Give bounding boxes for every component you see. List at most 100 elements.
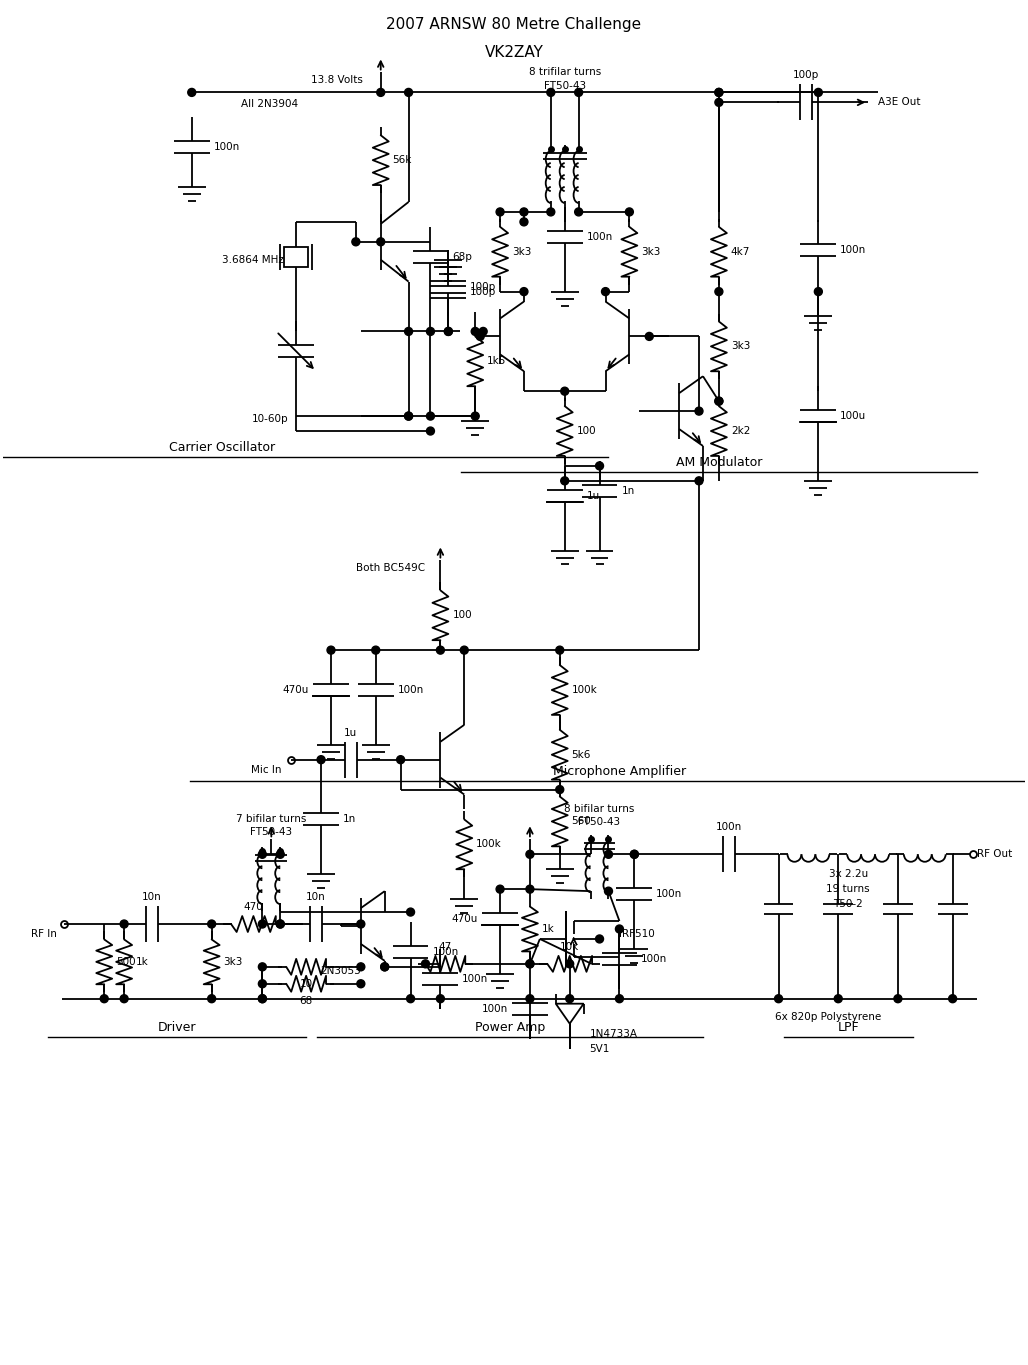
- Circle shape: [595, 935, 603, 943]
- Circle shape: [565, 960, 574, 968]
- Text: 470u: 470u: [283, 685, 309, 695]
- Text: 100n: 100n: [587, 232, 613, 242]
- Circle shape: [547, 89, 555, 97]
- Text: AM Modulator: AM Modulator: [675, 456, 762, 470]
- Text: Driver: Driver: [157, 1021, 196, 1033]
- Text: 2k2: 2k2: [731, 426, 750, 435]
- Text: 100n: 100n: [482, 1003, 508, 1014]
- Text: 100n: 100n: [214, 142, 240, 152]
- Circle shape: [427, 412, 435, 420]
- Circle shape: [604, 850, 613, 859]
- Text: 100n: 100n: [840, 244, 867, 255]
- Text: 100p: 100p: [470, 287, 497, 296]
- Text: 1u: 1u: [344, 728, 358, 737]
- Circle shape: [616, 995, 623, 1003]
- Text: A3E Out: A3E Out: [878, 97, 920, 108]
- Text: 5k6: 5k6: [572, 749, 591, 760]
- Text: 100: 100: [452, 610, 472, 620]
- Circle shape: [556, 646, 563, 654]
- Circle shape: [601, 288, 610, 296]
- Circle shape: [646, 333, 653, 340]
- Text: 1N4733A: 1N4733A: [590, 1029, 637, 1039]
- Circle shape: [277, 850, 285, 859]
- Circle shape: [556, 786, 563, 793]
- Circle shape: [625, 207, 633, 216]
- Circle shape: [407, 908, 414, 916]
- Text: 1n: 1n: [343, 815, 356, 824]
- Circle shape: [814, 288, 822, 296]
- Text: 10-60p: 10-60p: [252, 414, 288, 425]
- Text: 19 turns: 19 turns: [827, 885, 870, 894]
- Circle shape: [575, 207, 583, 216]
- Circle shape: [317, 756, 325, 763]
- Circle shape: [277, 920, 285, 928]
- Circle shape: [526, 850, 534, 859]
- Circle shape: [575, 89, 583, 97]
- Circle shape: [380, 962, 389, 971]
- Text: 4k7: 4k7: [731, 247, 750, 257]
- Circle shape: [357, 920, 365, 928]
- Circle shape: [695, 476, 703, 485]
- Text: 68p: 68p: [452, 251, 472, 262]
- Bar: [285, 247, 308, 266]
- Text: 500: 500: [116, 957, 136, 966]
- Text: VK2ZAY: VK2ZAY: [484, 45, 544, 60]
- Text: 100u: 100u: [840, 411, 867, 420]
- Text: 100p: 100p: [794, 71, 819, 81]
- Text: 100: 100: [577, 426, 596, 435]
- Circle shape: [357, 962, 365, 971]
- Circle shape: [120, 920, 128, 928]
- Circle shape: [774, 995, 782, 1003]
- Circle shape: [714, 397, 723, 405]
- Circle shape: [714, 397, 723, 405]
- Circle shape: [695, 407, 703, 415]
- Circle shape: [397, 756, 405, 763]
- Text: 6x 820p Polystyrene: 6x 820p Polystyrene: [775, 1011, 881, 1021]
- Text: RF Out: RF Out: [978, 849, 1013, 860]
- Text: 5V1: 5V1: [590, 1043, 610, 1054]
- Text: 2007 ARNSW 80 Metre Challenge: 2007 ARNSW 80 Metre Challenge: [387, 18, 641, 33]
- Circle shape: [526, 995, 534, 1003]
- Text: 68: 68: [299, 995, 313, 1006]
- Circle shape: [520, 207, 528, 216]
- Text: 100n: 100n: [715, 822, 742, 833]
- Circle shape: [604, 887, 613, 895]
- Text: 470u: 470u: [452, 915, 478, 924]
- Text: 1k: 1k: [542, 924, 554, 934]
- Circle shape: [277, 920, 285, 928]
- Text: 10n: 10n: [142, 893, 161, 902]
- Text: 100n: 100n: [398, 685, 424, 695]
- Circle shape: [208, 995, 216, 1003]
- Circle shape: [427, 328, 435, 336]
- Circle shape: [437, 646, 444, 654]
- Circle shape: [421, 960, 430, 968]
- Circle shape: [327, 646, 335, 654]
- Text: 3k3: 3k3: [641, 247, 661, 257]
- Circle shape: [427, 427, 435, 435]
- Circle shape: [547, 207, 555, 216]
- Circle shape: [471, 412, 479, 420]
- Text: 2N3053: 2N3053: [321, 966, 361, 976]
- Circle shape: [497, 885, 504, 893]
- Circle shape: [714, 288, 723, 296]
- Circle shape: [258, 995, 266, 1003]
- Text: Both BC549C: Both BC549C: [356, 564, 425, 573]
- Circle shape: [120, 995, 128, 1003]
- Polygon shape: [556, 1003, 584, 1024]
- Text: 13.8 Volts: 13.8 Volts: [311, 75, 363, 86]
- Text: 3x 2.2u: 3x 2.2u: [829, 870, 868, 879]
- Circle shape: [376, 89, 384, 97]
- Text: 3k3: 3k3: [731, 341, 750, 351]
- Circle shape: [444, 328, 452, 336]
- Text: 470: 470: [244, 902, 263, 912]
- Text: FT50-43: FT50-43: [544, 82, 586, 91]
- Circle shape: [405, 328, 412, 336]
- Text: 56k: 56k: [393, 156, 412, 165]
- Text: 47: 47: [439, 942, 452, 951]
- Circle shape: [526, 960, 534, 968]
- Text: 1n: 1n: [621, 486, 634, 495]
- Circle shape: [357, 980, 365, 988]
- Text: 100n: 100n: [641, 954, 667, 964]
- Text: T50-2: T50-2: [834, 900, 864, 909]
- Text: 1k5: 1k5: [487, 356, 507, 366]
